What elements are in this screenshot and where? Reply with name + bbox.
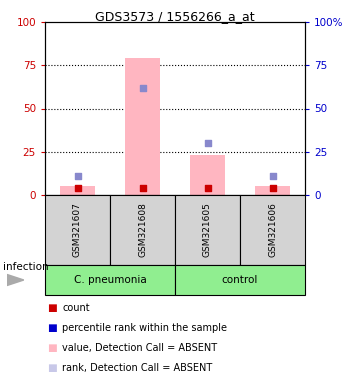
Text: ■: ■ bbox=[47, 323, 57, 333]
Text: GSM321608: GSM321608 bbox=[138, 203, 147, 257]
Point bbox=[270, 185, 275, 191]
Text: GSM321607: GSM321607 bbox=[73, 203, 82, 257]
Point bbox=[75, 185, 80, 191]
Text: GSM321606: GSM321606 bbox=[268, 203, 277, 257]
Text: rank, Detection Call = ABSENT: rank, Detection Call = ABSENT bbox=[63, 363, 213, 373]
Polygon shape bbox=[7, 275, 24, 286]
Bar bbox=[45, 195, 110, 265]
Text: GSM321605: GSM321605 bbox=[203, 203, 212, 257]
Bar bbox=[60, 186, 95, 195]
Text: percentile rank within the sample: percentile rank within the sample bbox=[63, 323, 228, 333]
Text: control: control bbox=[222, 275, 258, 285]
Point bbox=[205, 185, 210, 191]
Bar bbox=[125, 58, 160, 195]
Bar bbox=[190, 155, 225, 195]
Text: ■: ■ bbox=[47, 363, 57, 373]
Bar bbox=[175, 265, 305, 295]
Point bbox=[140, 185, 145, 191]
Text: ■: ■ bbox=[47, 303, 57, 313]
Text: infection: infection bbox=[4, 262, 49, 271]
Point bbox=[75, 173, 80, 179]
Text: count: count bbox=[63, 303, 90, 313]
Text: ■: ■ bbox=[47, 343, 57, 353]
Point bbox=[140, 84, 145, 91]
Point bbox=[270, 173, 275, 179]
Point bbox=[205, 140, 210, 146]
Text: C. pneumonia: C. pneumonia bbox=[74, 275, 146, 285]
Bar bbox=[175, 195, 240, 265]
Bar bbox=[240, 195, 305, 265]
Bar bbox=[110, 195, 175, 265]
Bar bbox=[255, 186, 290, 195]
Text: GDS3573 / 1556266_a_at: GDS3573 / 1556266_a_at bbox=[95, 10, 255, 23]
Text: value, Detection Call = ABSENT: value, Detection Call = ABSENT bbox=[63, 343, 218, 353]
Bar bbox=[45, 265, 175, 295]
